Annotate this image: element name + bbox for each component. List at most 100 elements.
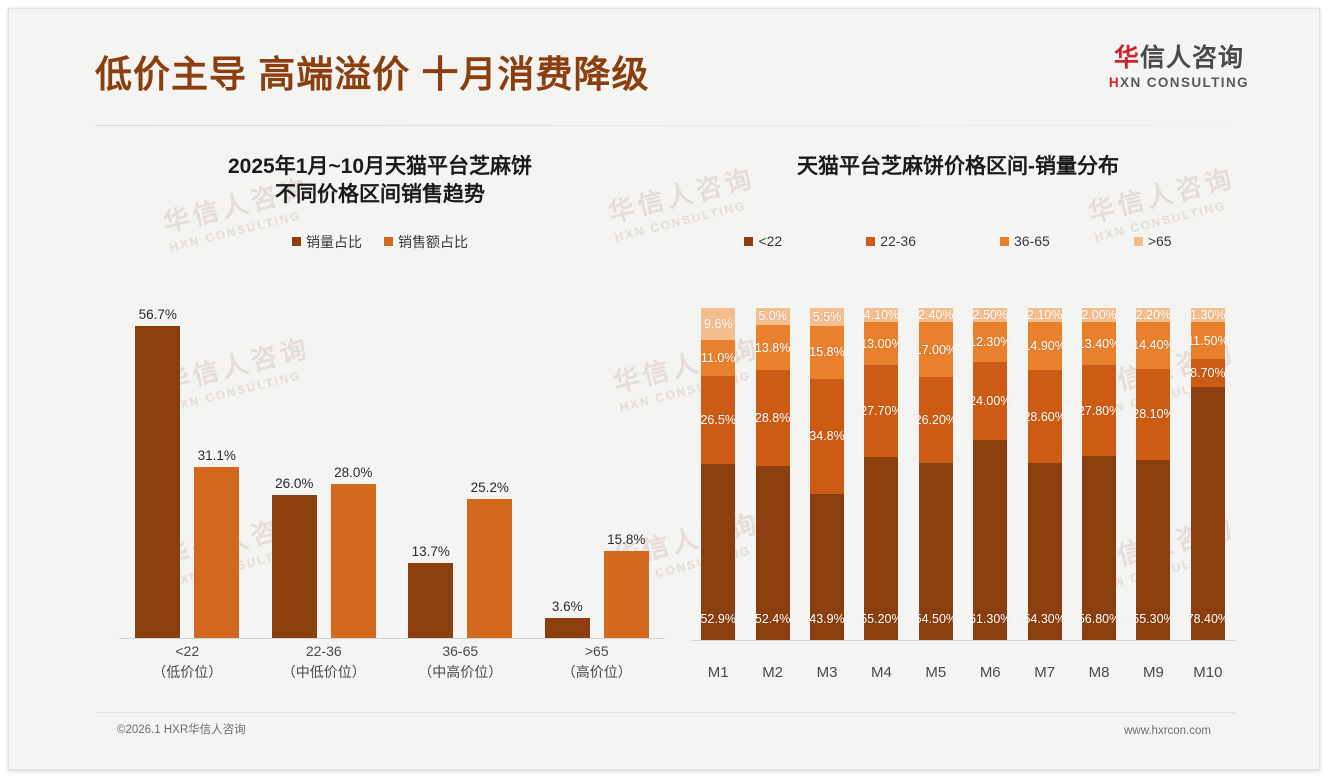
stack-segment-label: 2.10% — [1026, 308, 1063, 322]
bar-value-label: 13.7% — [411, 543, 450, 559]
bar-销售额占比->65[interactable]: 15.8% — [603, 532, 649, 638]
x-axis-label-36-65: 36-65 （中高价位） — [392, 641, 529, 693]
stack-column-M10: 1.30% 11.50% 8.70% 78.40% — [1181, 308, 1235, 640]
stacked-bar: 2.50% 12.30% 24.00% 61.30% — [969, 308, 1011, 640]
stack-segment-label: 56.80% — [1077, 612, 1121, 626]
stack-segment-22-36-M1[interactable]: 26.5% — [700, 376, 736, 465]
x-axis-label-main: >65 — [584, 643, 609, 659]
bar-销售额占比-22-36[interactable]: 28.0% — [330, 465, 376, 638]
stack-segment-36-65-M3[interactable]: 15.8% — [809, 326, 845, 379]
footer-website: www.hxrcon.com — [1124, 725, 1211, 737]
x-axis-label-M6: M6 — [979, 664, 1001, 681]
stack-segment-<22-M8[interactable]: 56.80% — [1078, 455, 1120, 640]
stack-segment-36-65-M9[interactable]: 14.40% — [1132, 322, 1175, 369]
stack-segment-label: 54.50% — [914, 612, 958, 626]
stacked-bar: 2.00% 13.40% 27.80% 56.80% — [1078, 308, 1120, 640]
stack-segment->65-M8[interactable]: 2.00% — [1081, 308, 1117, 322]
x-axis-label-22-36: 22-36 （中低价位） — [256, 641, 393, 693]
bar-销量占比-<22[interactable]: 56.7% — [135, 307, 181, 638]
stack-segment-36-65-M10[interactable]: 11.50% — [1187, 322, 1229, 360]
legend-item->65[interactable]: >65 — [1133, 233, 1172, 249]
bar-column: 28.0% — [330, 308, 376, 638]
stack-segment-22-36-M8[interactable]: 27.80% — [1078, 365, 1120, 456]
x-axis-label-M4: M4 — [871, 664, 892, 681]
bar-销售额占比-36-65[interactable]: 25.2% — [467, 480, 513, 638]
stack-segment->65-M2[interactable]: 5.0% — [755, 308, 790, 325]
stack-segment->65-M3[interactable]: 5.5% — [810, 308, 845, 327]
stacked-bar: 5.5% 15.8% 34.8% 43.9% — [809, 308, 845, 640]
stack-segment-36-65-M1[interactable]: 11.0% — [701, 339, 735, 377]
stack-segment-36-65-M6[interactable]: 12.30% — [969, 322, 1011, 363]
stack-segment-label: 5.0% — [758, 309, 787, 324]
stack-segment-22-36-M10[interactable]: 8.70% — [1190, 359, 1226, 388]
x-axis-label-M1: M1 — [707, 664, 729, 681]
stack-segment->65-M9[interactable]: 2.20% — [1136, 308, 1171, 322]
stack-segment-22-36-M3[interactable]: 34.8% — [809, 378, 845, 495]
logo-h-char: H — [1108, 74, 1121, 90]
stacked-bar: 9.6% 11.0% 26.5% 52.9% — [700, 308, 736, 640]
stack-segment-<22-M10[interactable]: 78.40% — [1187, 387, 1229, 640]
stack-segment-22-36-M2[interactable]: 28.8% — [755, 370, 790, 467]
stack-segment-<22-M9[interactable]: 55.30% — [1132, 460, 1175, 640]
stack-segment->65-M10[interactable]: 1.30% — [1190, 308, 1226, 322]
stack-segment-36-65-M8[interactable]: 13.40% — [1078, 322, 1120, 366]
brand-logo: 华信人咨询 HXN CONSULTING — [1108, 44, 1249, 90]
bar-销量占比->65[interactable]: 3.6% — [544, 599, 590, 638]
x-axis-label-sub: （中高价位） — [418, 664, 503, 680]
left-chart-plot: 56.7% 31.1% 26.0% 28.0% 13.7% 25.2% 3.6% 15.8% … — [95, 297, 665, 697]
stack-segment-label: 11.50% — [1187, 333, 1229, 348]
bar-销量占比-22-36[interactable]: 26.0% — [271, 476, 317, 638]
stack-segment-<22-M2[interactable]: 52.4% — [755, 466, 790, 640]
right-chart-x-axis — [691, 640, 1235, 641]
stack-column-M3: 5.5% 15.8% 34.8% 43.9% — [800, 308, 854, 640]
stack-segment-22-36-M7[interactable]: 28.60% — [1023, 370, 1066, 464]
legend-item-36-65[interactable]: 36-65 — [1000, 233, 1050, 249]
stack-segment-label: 27.80% — [1077, 403, 1121, 418]
logo-en-rest: XN CONSULTING — [1120, 74, 1249, 90]
stacked-bar: 2.40% 17.00% 26.20% 54.50% — [915, 308, 957, 640]
bar-group: 26.0% 28.0% — [256, 308, 393, 638]
stack-segment-36-65-M4[interactable]: 13.00% — [860, 322, 903, 366]
stack-segment->65-M5[interactable]: 2.40% — [918, 308, 954, 322]
stack-segment-36-65-M7[interactable]: 14.90% — [1023, 322, 1066, 371]
stack-segment-label: 54.30% — [1023, 611, 1066, 626]
stack-segment-36-65-M5[interactable]: 17.00% — [915, 322, 957, 378]
stack-segment-<22-M3[interactable]: 43.9% — [809, 494, 845, 640]
stack-segment-label: 78.40% — [1186, 611, 1230, 626]
bar-group: 3.6% 15.8% — [529, 308, 666, 638]
left-chart-title-line2: 不同价格区间销售趋势 — [275, 183, 485, 207]
stack-segment->65-M4[interactable]: 4.10% — [864, 308, 899, 322]
x-axis-label-M9: M9 — [1143, 664, 1164, 681]
legend-label: 22-36 — [880, 233, 916, 250]
stacked-bar: 2.20% 14.40% 28.10% 55.30% — [1132, 308, 1175, 640]
legend-item-<22[interactable]: <22 — [744, 233, 782, 249]
legend-item-22-36[interactable]: 22-36 — [866, 233, 916, 249]
x-axis-label-<22: <22 （低价位） — [119, 641, 256, 693]
stack-segment-22-36-M9[interactable]: 28.10% — [1132, 368, 1175, 461]
stack-segment-<22-M1[interactable]: 52.9% — [700, 464, 736, 640]
stack-segment-22-36-M4[interactable]: 27.70% — [860, 365, 903, 457]
stack-segment-<22-M4[interactable]: 55.20% — [860, 456, 903, 640]
left-chart-title-line1: 2025年1月~10月天猫平台芝麻饼 — [227, 155, 533, 178]
stack-segment->65-M7[interactable]: 2.10% — [1026, 308, 1063, 322]
legend-item-销售额占比[interactable]: 销售额占比 — [384, 232, 468, 252]
stack-segment-<22-M6[interactable]: 61.30% — [969, 440, 1011, 640]
x-axis-label-M5: M5 — [925, 664, 947, 681]
stack-segment-22-36-M5[interactable]: 26.20% — [915, 377, 957, 463]
bar-销量占比-36-65[interactable]: 13.7% — [408, 544, 454, 638]
stack-segment-<22-M5[interactable]: 54.50% — [915, 462, 957, 640]
stack-segment-22-36-M6[interactable]: 24.00% — [969, 362, 1011, 441]
stack-segment->65-M1[interactable]: 9.6% — [701, 308, 736, 340]
stack-segment-label: 43.9% — [809, 611, 845, 626]
stack-segment-36-65-M2[interactable]: 13.8% — [755, 324, 790, 371]
stack-segment-<22-M7[interactable]: 54.30% — [1023, 463, 1066, 640]
stack-column-M1: 9.6% 11.0% 26.5% 52.9% — [691, 308, 745, 640]
stack-column-M5: 2.40% 17.00% 26.20% 54.50% — [909, 308, 963, 640]
bar-销售额占比-<22[interactable]: 31.1% — [194, 448, 240, 638]
stack-segment-label: 34.8% — [809, 429, 845, 444]
stack-segment-label: 26.5% — [700, 413, 736, 428]
legend-item-销量占比[interactable]: 销量占比 — [292, 232, 362, 252]
bar-value-label: 28.0% — [334, 465, 373, 480]
stack-segment->65-M6[interactable]: 2.50% — [973, 308, 1008, 322]
stack-segment-label: 17.00% — [914, 342, 958, 357]
